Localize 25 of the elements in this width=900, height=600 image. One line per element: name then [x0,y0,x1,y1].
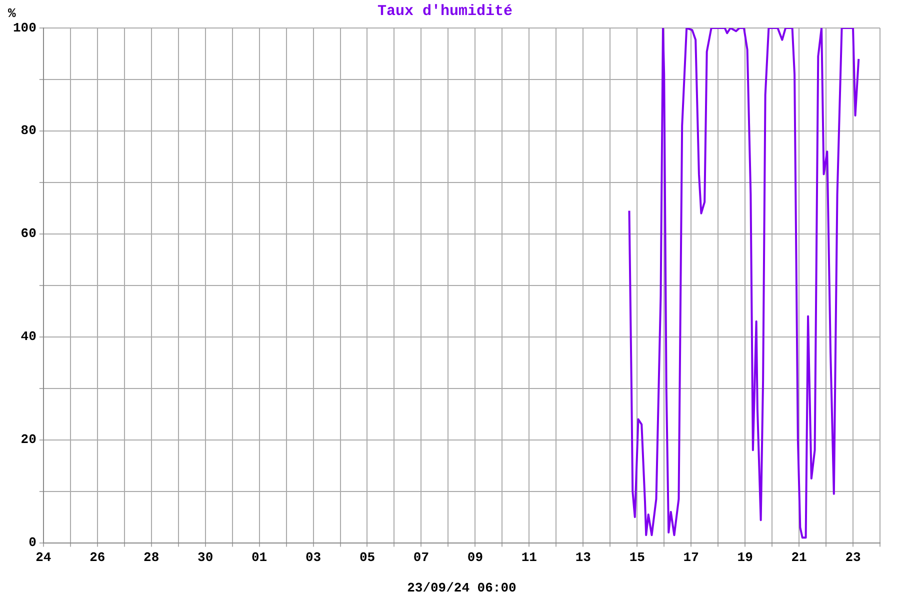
y-tick-label: 40 [20,329,37,344]
x-tick-label: 11 [521,550,538,565]
x-tick-label: 23 [845,550,862,565]
x-tick-label: 13 [575,550,592,565]
x-tick-label: 07 [413,550,430,565]
chart-title: Taux d'humidité [377,2,513,20]
x-tick-label: 24 [36,550,52,565]
y-tick-label: 60 [20,226,37,242]
x-tick-label: 09 [467,550,484,565]
x-axis-title: 23/09/24 06:00 [407,580,517,596]
y-tick-label: 20 [20,432,37,448]
x-tick-label: 17 [683,550,699,565]
x-tick-label: 30 [198,550,214,565]
y-tick-label: 80 [20,123,37,138]
x-tick-label: 15 [629,550,646,565]
y-axis-title: % [8,6,16,21]
y-tick-label: 100 [13,20,37,36]
x-tick-label: 03 [305,550,322,565]
y-tick-label: 0 [28,535,37,550]
x-tick-label: 26 [90,550,106,565]
x-tick-label: 05 [359,550,376,565]
x-tick-label: 21 [791,550,808,565]
x-tick-label: 19 [737,550,754,565]
x-tick-label: 28 [144,550,160,565]
x-tick-label: 01 [251,550,268,565]
